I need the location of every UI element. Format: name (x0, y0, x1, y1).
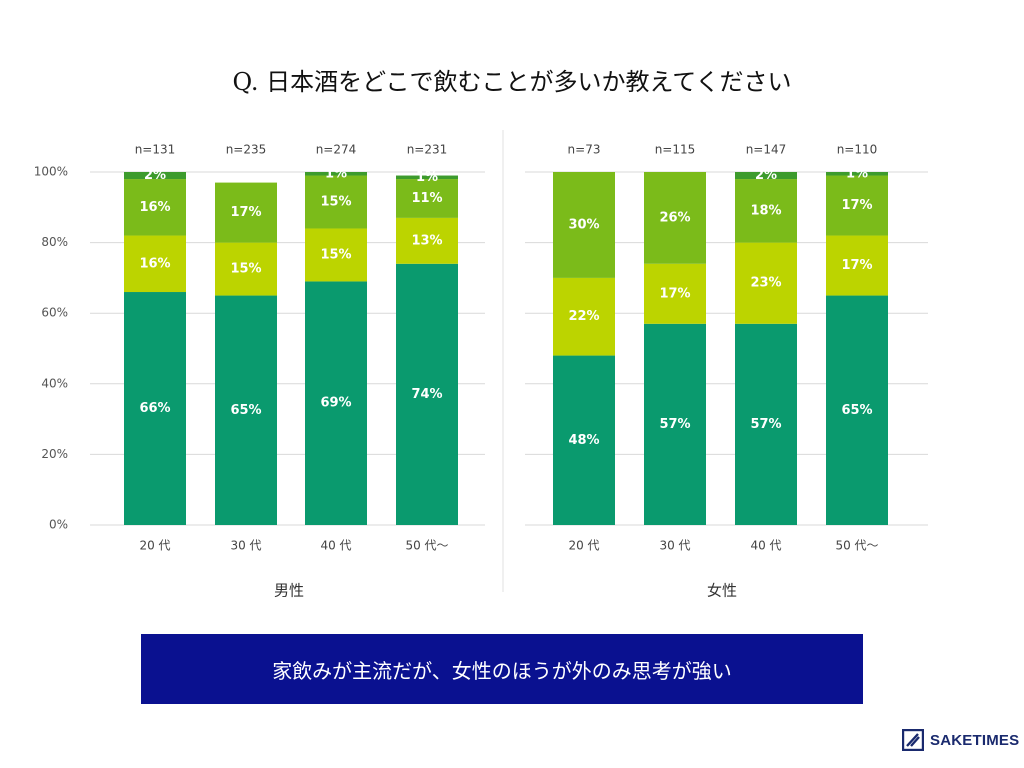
bar-segment (124, 235, 186, 293)
data-label: 17% (841, 258, 872, 273)
bar-segment (396, 175, 458, 180)
data-label: 66% (139, 401, 170, 416)
bar-segment (826, 295, 888, 525)
sample-size-label: n=110 (837, 143, 878, 157)
x-tick-label: 30 代 (659, 539, 690, 553)
y-tick-label: 20% (41, 447, 68, 461)
sample-size-label: n=274 (316, 143, 357, 157)
data-label: 15% (320, 247, 351, 262)
sample-size-label: n=235 (226, 143, 267, 157)
data-label: 69% (320, 396, 351, 411)
bar-segment (553, 172, 615, 278)
bar-segment (215, 182, 277, 243)
bar-segment (644, 263, 706, 324)
data-label: 2% (144, 168, 166, 183)
y-tick-label: 80% (41, 235, 68, 249)
sample-size-label: n=115 (655, 143, 696, 157)
x-tick-label: 40 代 (750, 539, 781, 553)
sample-size-label: n=73 (568, 143, 601, 157)
bar-segment (396, 179, 458, 218)
bar-segment (305, 228, 367, 282)
x-tick-label: 20 代 (139, 539, 170, 553)
bar-segment (826, 172, 888, 176)
data-label: 65% (841, 403, 872, 418)
data-label: 16% (139, 200, 170, 215)
bar-segment (553, 277, 615, 356)
x-tick-label: 50 代〜 (835, 539, 878, 553)
bar-segment (735, 323, 797, 525)
bar-segment (396, 217, 458, 264)
data-label: 17% (841, 198, 872, 213)
sample-size-label: n=231 (407, 143, 448, 157)
bar-segment (305, 172, 367, 176)
data-label: 17% (659, 286, 690, 301)
stacked-bar-chart: 0% 20% 40% 60% 80% 100% 66% 16% 16% 2% n=131 20 代 65… (34, 130, 928, 600)
group-label: 男性 (274, 582, 304, 600)
data-label: 26% (659, 210, 690, 225)
bar-segment (735, 179, 797, 243)
data-label: 15% (230, 262, 261, 277)
bar-segment (396, 263, 458, 525)
bar-segment (644, 323, 706, 525)
x-tick-label: 40 代 (320, 539, 351, 553)
y-tick-label: 0% (49, 518, 68, 532)
x-tick-label: 20 代 (568, 539, 599, 553)
summary-text: 家飲みが主流だが、女性のほうが外のみ思考が強い (272, 658, 732, 683)
bar-segment (735, 172, 797, 180)
bar-segment (215, 295, 277, 525)
bar-segment (305, 175, 367, 229)
saketimes-logo-icon (902, 729, 924, 751)
bar-segment (553, 355, 615, 525)
x-tick-label: 30 代 (230, 539, 261, 553)
data-label: 16% (139, 256, 170, 271)
bar-segment (826, 175, 888, 236)
bar-segment (305, 281, 367, 525)
data-label: 23% (750, 276, 781, 291)
group-label: 女性 (707, 582, 737, 600)
data-label: 1% (846, 166, 868, 181)
data-label: 57% (750, 417, 781, 432)
data-label: 74% (411, 387, 442, 402)
data-label: 48% (568, 433, 599, 448)
chart-title: Q. 日本酒をどこで飲むことが多いか教えてください (232, 68, 792, 96)
data-label: 30% (568, 217, 599, 232)
bar-segment (644, 172, 706, 264)
bar-segment (124, 179, 186, 236)
bar-segment (826, 235, 888, 296)
sample-size-label: n=131 (135, 143, 176, 157)
data-label: 1% (325, 166, 347, 181)
sample-size-label: n=147 (746, 143, 787, 157)
y-tick-label: 60% (41, 306, 68, 320)
y-tick-label: 40% (41, 376, 68, 390)
x-tick-label: 50 代〜 (405, 539, 448, 553)
data-label: 1% (416, 170, 438, 185)
data-label: 2% (755, 168, 777, 183)
data-label: 18% (750, 203, 781, 218)
summary-banner: 家飲みが主流だが、女性のほうが外のみ思考が強い (141, 634, 863, 704)
saketimes-logo: SAKETIMES (902, 729, 1019, 751)
logo-text: SAKETIMES (930, 731, 1020, 749)
data-label: 57% (659, 417, 690, 432)
bar-segment (124, 172, 186, 180)
bar-segment (124, 292, 186, 525)
data-label: 15% (320, 195, 351, 210)
data-label: 65% (230, 403, 261, 418)
data-label: 13% (411, 233, 442, 248)
y-tick-label: 100% (34, 165, 68, 179)
data-label: 22% (568, 309, 599, 324)
bar-segment (735, 242, 797, 324)
bar-segment (215, 242, 277, 296)
data-label: 17% (230, 205, 261, 220)
data-label: 11% (411, 191, 442, 206)
